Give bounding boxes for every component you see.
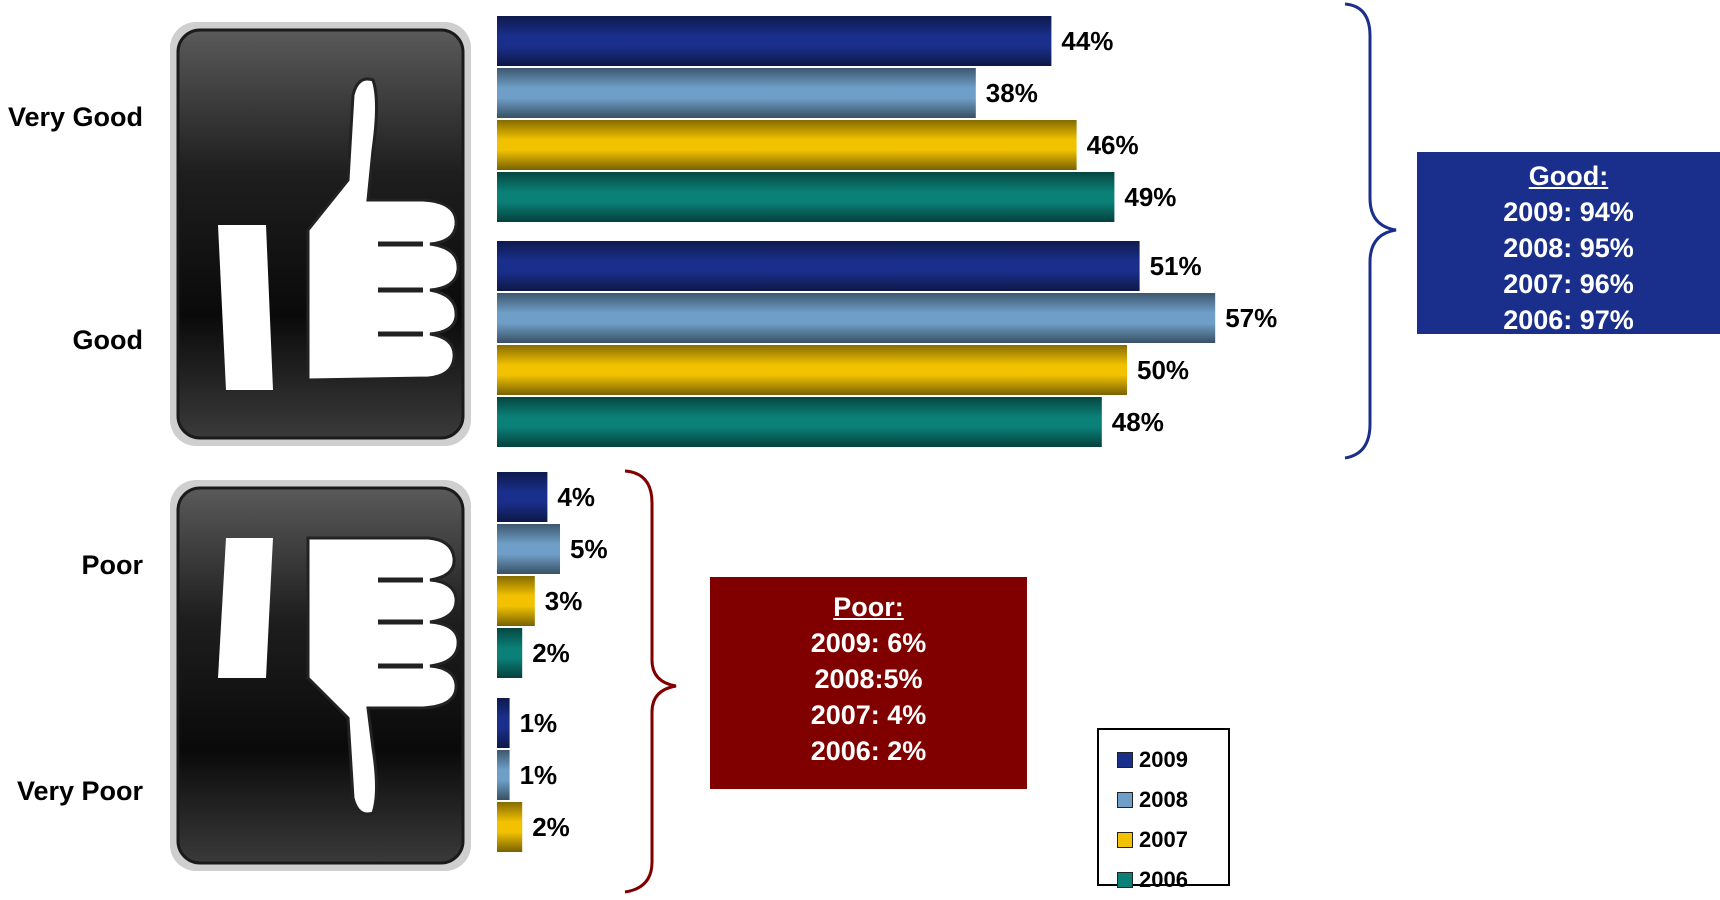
thumbs-up-icon bbox=[170, 22, 471, 446]
data-label: 57% bbox=[1225, 303, 1277, 333]
legend-label: 2008 bbox=[1139, 787, 1188, 812]
legend-item: 2009 bbox=[1099, 740, 1228, 780]
bar-2008-very-good bbox=[497, 68, 976, 118]
data-label: 1% bbox=[520, 760, 558, 790]
poor-summary-line: 2008:5% bbox=[814, 664, 923, 694]
bar-2008-very-poor bbox=[497, 750, 510, 800]
legend-item: 2007 bbox=[1099, 820, 1228, 860]
bar-2007-very-good bbox=[497, 120, 1077, 170]
bar-2009-good bbox=[497, 241, 1140, 291]
data-label: 2% bbox=[532, 638, 570, 668]
legend-item: 2006 bbox=[1099, 860, 1228, 900]
bar-2009-very-good bbox=[497, 16, 1052, 66]
poor-summary-box: Poor: 2009: 6% 2008:5% 2007: 4% 2006: 2% bbox=[710, 577, 1027, 789]
bar-2009-poor bbox=[497, 472, 548, 522]
data-label: 50% bbox=[1137, 355, 1189, 385]
data-label: 38% bbox=[986, 78, 1038, 108]
bar-2008-good bbox=[497, 293, 1216, 343]
data-label: 5% bbox=[570, 534, 608, 564]
bar-2007-good bbox=[497, 345, 1127, 395]
category-label-very-good: Very Good bbox=[7, 102, 143, 132]
data-label: 0% bbox=[517, 892, 555, 894]
legend-label: 2007 bbox=[1139, 827, 1188, 852]
category-label-very-poor: Very Poor bbox=[16, 776, 143, 806]
bar-2006-poor bbox=[497, 628, 523, 678]
poor-summary-line: 2006: 2% bbox=[810, 736, 927, 766]
poor-brace bbox=[624, 469, 677, 894]
legend-swatch-2007 bbox=[1117, 832, 1133, 848]
data-label: 3% bbox=[545, 586, 583, 616]
bar-2007-poor bbox=[497, 576, 535, 626]
poor-summary-line: 2009: 6% bbox=[810, 628, 927, 658]
category-label-good: Good bbox=[72, 325, 143, 355]
bar-2006-good bbox=[497, 397, 1102, 447]
data-label: 51% bbox=[1150, 251, 1202, 281]
good-summary-line: 2006: 97% bbox=[1503, 305, 1634, 335]
chart-legend: 2009 2008 2007 2006 bbox=[1097, 728, 1230, 892]
category-label-poor: Poor bbox=[81, 550, 143, 580]
bar-2008-poor bbox=[497, 524, 560, 574]
legend-label: 2009 bbox=[1139, 747, 1188, 772]
data-label: 1% bbox=[520, 708, 558, 738]
poor-summary-title: Poor: bbox=[833, 592, 904, 622]
good-summary-line: 2009: 94% bbox=[1503, 197, 1634, 227]
legend-label: 2006 bbox=[1139, 867, 1188, 892]
legend-swatch-2009 bbox=[1117, 752, 1133, 768]
data-label: 4% bbox=[557, 482, 595, 512]
data-label: 46% bbox=[1087, 130, 1139, 160]
good-summary-title: Good: bbox=[1528, 161, 1609, 191]
data-label: 44% bbox=[1061, 26, 1113, 56]
bar-2006-very-good bbox=[497, 172, 1115, 222]
legend-swatch-2006 bbox=[1117, 872, 1133, 888]
data-label: 49% bbox=[1124, 182, 1176, 212]
bar-2007-very-poor bbox=[497, 802, 523, 852]
good-summary-box: Good: 2009: 94% 2008: 95% 2007: 96% 2006… bbox=[1417, 152, 1720, 335]
good-summary-line: 2008: 95% bbox=[1503, 233, 1634, 263]
good-brace bbox=[1344, 2, 1397, 460]
bar-2009-very-poor bbox=[497, 698, 510, 748]
poor-summary-line: 2007: 4% bbox=[810, 700, 927, 730]
legend-swatch-2008 bbox=[1117, 792, 1133, 808]
thumbs-down-icon bbox=[170, 480, 471, 871]
data-label: 2% bbox=[532, 812, 570, 842]
good-summary-line: 2007: 96% bbox=[1503, 269, 1634, 299]
legend-item: 2008 bbox=[1099, 780, 1228, 820]
data-label: 48% bbox=[1112, 407, 1164, 437]
